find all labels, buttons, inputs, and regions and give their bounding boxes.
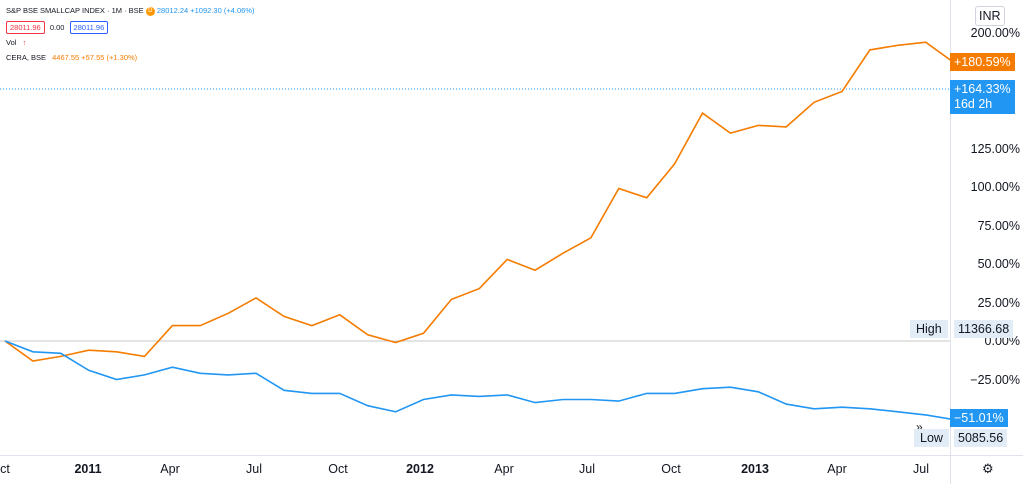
compare-symbol: CERA, BSE <box>6 53 47 62</box>
price-tick-label: 25.00% <box>977 295 1020 310</box>
index-pct: +164.33% <box>954 82 1011 96</box>
legend-quote: 28011.96 0.00 28011.96 <box>6 21 111 34</box>
ask-value[interactable]: 28011.96 <box>69 21 109 34</box>
legend-compare: CERA, BSE 4467.55 +57.55 (+1.30%) <box>6 53 137 62</box>
time-tick-label: ct <box>0 462 10 476</box>
time-tick-label: Apr <box>827 462 847 476</box>
legend-main-symbol: S&P BSE SMALLCAP INDEX · 1M · BSE <box>6 6 144 15</box>
price-tick-label: −25.00% <box>970 372 1020 387</box>
axis-corner <box>950 455 1023 484</box>
price-tick-label: 50.00% <box>977 257 1020 271</box>
time-tick-label: Apr <box>494 462 514 476</box>
bid-value[interactable]: 28011.96 <box>6 21 45 34</box>
compare-values: 4467.55 +57.55 (+1.30%) <box>52 53 138 62</box>
vol-label: Vol <box>6 38 17 47</box>
low-value: 5085.56 <box>954 429 1008 447</box>
time-tick-label: Jul <box>246 462 262 476</box>
series-line-index <box>4 340 950 420</box>
settings-gear-icon[interactable]: ⚙ <box>982 461 994 476</box>
price-tick-label: 200.00% <box>970 26 1020 40</box>
scroll-to-realtime-icon[interactable]: » <box>916 420 923 434</box>
price-tick-label: 100.00% <box>970 180 1020 194</box>
time-tick-label: Jul <box>579 462 595 476</box>
time-axis[interactable]: ct 2011 Apr Jul Oct 2012 Apr Jul Oct 2013 Apr Jul <box>0 455 950 484</box>
low-label: Low <box>914 429 949 447</box>
legend-main: S&P BSE SMALLCAP INDEX · 1M · BSE D 2801… <box>6 6 254 16</box>
vol-toggle-icon[interactable]: ↑ <box>22 38 27 47</box>
time-tick-label: Oct <box>328 462 348 476</box>
legend-main-values: 28012.24 +1092.30 (+4.06%) <box>156 6 255 15</box>
time-tick-label: Apr <box>160 462 180 476</box>
countdown: 16d 2h <box>954 97 993 111</box>
spread-value: 0.00 <box>49 23 65 32</box>
legend-volume: Vol ↑ <box>6 38 26 47</box>
time-tick-label: 2013 <box>741 462 769 476</box>
index-low-tag: −51.01% <box>950 409 1008 427</box>
index-last-tag: +164.33% 16d 2h <box>950 80 1015 114</box>
chart-area[interactable]: S&P BSE SMALLCAP INDEX · 1M · BSE D 2801… <box>0 0 950 455</box>
time-tick-label: 2011 <box>74 462 102 476</box>
plot-svg <box>0 41 950 420</box>
legend-dot-icon: D <box>145 6 155 16</box>
cera-last-tag: +180.59% <box>950 53 1015 71</box>
price-tick-label: 125.00% <box>970 141 1020 156</box>
high-label: High <box>910 320 948 338</box>
time-tick-label: 2012 <box>406 462 434 476</box>
time-tick-label: Oct <box>661 462 681 476</box>
currency-button[interactable]: INR <box>975 6 1005 26</box>
high-value: 11366.68 <box>954 320 1014 338</box>
time-tick-label: Jul <box>913 462 929 476</box>
series-line-cera <box>4 41 950 362</box>
price-tick-label: 75.00% <box>977 218 1020 233</box>
